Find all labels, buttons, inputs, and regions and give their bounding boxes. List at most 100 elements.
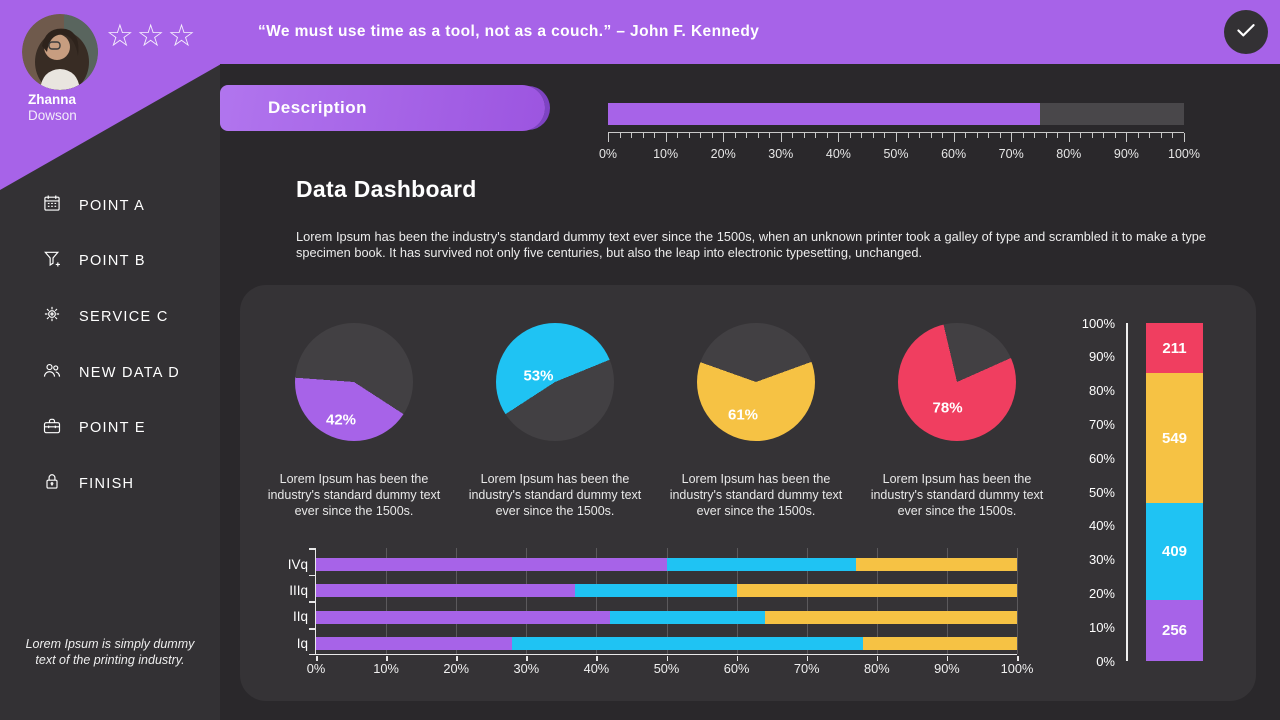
ruler-tick bbox=[734, 133, 736, 138]
bar-segment bbox=[316, 558, 667, 571]
axis-tick bbox=[806, 656, 809, 661]
pie-caption: Lorem Ipsum has been the industry's stan… bbox=[669, 472, 843, 518]
sidebar-item-point-e[interactable]: POINT E bbox=[0, 400, 220, 456]
gear-icon bbox=[42, 304, 62, 329]
column-segment: 256 bbox=[1146, 600, 1203, 661]
x-axis-label: 20% bbox=[443, 661, 469, 676]
y-axis-label: 70% bbox=[1088, 416, 1115, 432]
ruler-tick bbox=[677, 133, 679, 138]
lock-icon bbox=[42, 471, 62, 496]
x-axis-label: 60% bbox=[723, 661, 750, 676]
ruler-tick-label: 90% bbox=[1113, 147, 1139, 161]
ruler-tick bbox=[907, 133, 909, 138]
ruler-tick bbox=[988, 133, 990, 138]
ruler-tick bbox=[1160, 133, 1162, 138]
bar-row bbox=[316, 558, 1017, 571]
ruler-tick bbox=[1057, 133, 1059, 138]
bar-chart-plot: 0% 10% 20% 30% 40% 50% 60% 70% 80% 90% 100% bbox=[307, 548, 1033, 676]
ruler-tick bbox=[1103, 133, 1105, 138]
check-button[interactable] bbox=[1224, 10, 1268, 54]
ruler-tick bbox=[688, 133, 690, 138]
pie-caption: Lorem Ipsum has been the industry's stan… bbox=[468, 472, 642, 518]
axis-tick bbox=[316, 656, 318, 661]
bar-segment bbox=[316, 637, 513, 651]
bar-segment bbox=[512, 637, 863, 651]
sidebar-item-new-data-d[interactable]: NEW DATA D bbox=[0, 345, 220, 401]
bar-segment bbox=[855, 558, 1017, 571]
ruler-tick bbox=[1126, 133, 1128, 142]
ruler-tick bbox=[1137, 133, 1139, 138]
sidebar-item-label: SERVICE C bbox=[79, 308, 169, 325]
gridline bbox=[596, 548, 598, 654]
ruler-tick bbox=[803, 133, 805, 138]
bar-segment bbox=[764, 610, 1017, 624]
rating-stars[interactable]: ☆☆☆ bbox=[106, 18, 198, 54]
stacked-column-chart: 100% 90% 80% 70% 60% 50% 40% 30% 20% 10% 0% 211 549 4… bbox=[1060, 315, 1250, 685]
x-axis-label: 90% bbox=[934, 661, 960, 676]
ruler-tick bbox=[1172, 133, 1174, 138]
x-axis-label: 0% bbox=[306, 661, 326, 676]
star-icon: ☆ bbox=[106, 18, 137, 54]
axis-tick bbox=[386, 656, 388, 661]
ruler-tick bbox=[965, 133, 967, 138]
avatar bbox=[22, 14, 98, 90]
pie-percent-label: 78% bbox=[932, 399, 963, 417]
axis-tick bbox=[1017, 656, 1019, 661]
gridline bbox=[806, 548, 808, 654]
y-axis-label: 60% bbox=[1088, 450, 1115, 466]
ruler-tick bbox=[930, 133, 932, 138]
description-button[interactable]: Description bbox=[220, 85, 545, 131]
ruler-tick bbox=[999, 133, 1001, 138]
pie-percent-label: 53% bbox=[523, 367, 554, 385]
axis-tick bbox=[946, 656, 949, 661]
category-label: IVq bbox=[287, 556, 308, 572]
sidebar-item-point-a[interactable]: POINT A bbox=[0, 178, 220, 234]
ruler-tick-label: 40% bbox=[825, 147, 851, 161]
sidebar: ☆☆☆ Zhanna Dowson POINT A POINT B SERVIC… bbox=[0, 0, 220, 720]
ruler-tick bbox=[1114, 133, 1116, 138]
filter-icon bbox=[42, 249, 62, 274]
y-axis-line bbox=[1126, 323, 1128, 661]
y-axis-label: 0% bbox=[1096, 653, 1115, 669]
star-icon: ☆ bbox=[136, 18, 168, 54]
pie-caption: Lorem Ipsum has been the industry's stan… bbox=[870, 472, 1044, 518]
ruler-tick bbox=[1022, 133, 1024, 138]
bar-segment bbox=[736, 584, 1017, 598]
profile-first-name: Zhanna bbox=[28, 92, 77, 107]
pie-chart: 53% bbox=[496, 323, 614, 441]
sidebar-item-finish[interactable]: FINISH bbox=[0, 456, 220, 512]
progress-fill bbox=[608, 103, 1040, 125]
y-axis-label: 30% bbox=[1088, 552, 1115, 568]
gridline bbox=[456, 548, 458, 654]
ruler-tick bbox=[826, 133, 828, 138]
gridline bbox=[876, 548, 878, 654]
column-segment: 211 bbox=[1146, 323, 1203, 374]
ruler-tick bbox=[757, 133, 759, 138]
calendar-icon bbox=[42, 193, 62, 218]
axis-tick bbox=[666, 656, 668, 661]
pie-percent-label: 42% bbox=[326, 411, 357, 429]
axis-tick bbox=[526, 656, 528, 661]
check-icon bbox=[1233, 17, 1259, 48]
ruler-tick bbox=[815, 133, 817, 138]
category-label: IIIq bbox=[289, 582, 308, 598]
y-axis-label: 100% bbox=[1081, 315, 1115, 331]
ruler-tick bbox=[1149, 133, 1151, 138]
pie-caption: Lorem Ipsum has been the industry's stan… bbox=[267, 472, 441, 518]
gridline bbox=[1017, 548, 1018, 654]
ruler-tick bbox=[700, 133, 702, 138]
stacked-bar-chart: 0% 10% 20% 30% 40% 50% 60% 70% 80% 90% 100% IVq III… bbox=[270, 543, 1050, 683]
ruler-tick-label: 0% bbox=[598, 147, 618, 161]
y-axis-label: 40% bbox=[1088, 518, 1115, 534]
ruler-tick-label: 100% bbox=[1168, 147, 1200, 161]
pie-chart-block: 42% Lorem Ipsum has been the industry's s… bbox=[264, 323, 444, 519]
gridline bbox=[526, 548, 528, 654]
pie-charts-row: 42% Lorem Ipsum has been the industry's s… bbox=[264, 323, 1047, 519]
sidebar-item-label: POINT A bbox=[79, 197, 146, 214]
gridline bbox=[666, 548, 668, 654]
sidebar-item-point-b[interactable]: POINT B bbox=[0, 234, 220, 290]
y-axis-label: 10% bbox=[1088, 619, 1115, 635]
sidebar-item-service-c[interactable]: SERVICE C bbox=[0, 289, 220, 345]
ruler-tick bbox=[631, 133, 633, 138]
